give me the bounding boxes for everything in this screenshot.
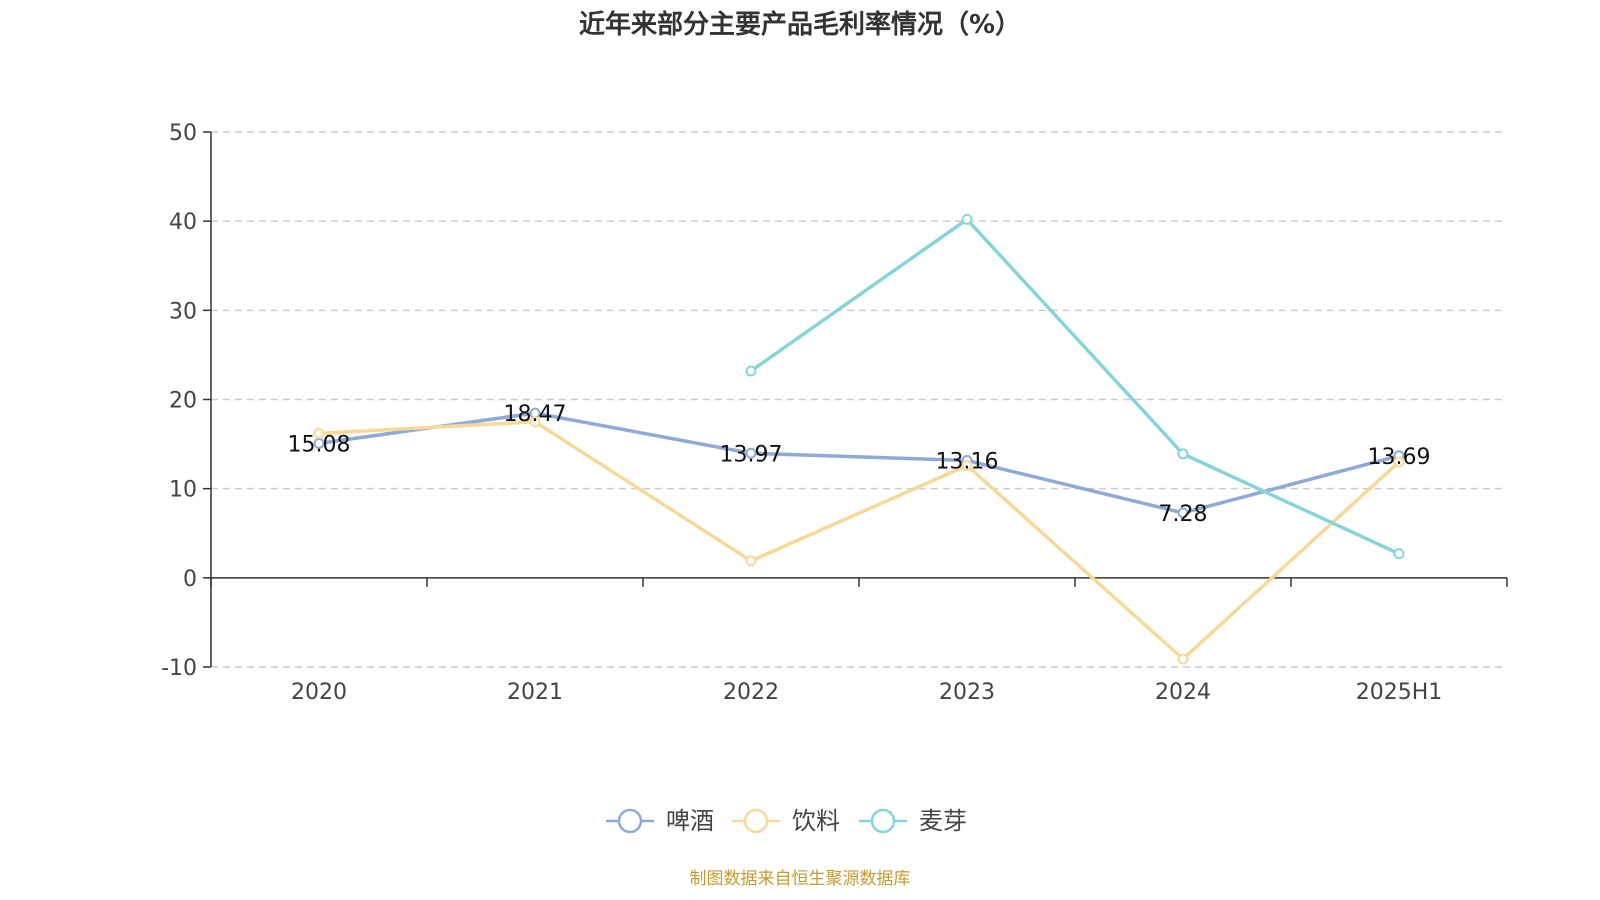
legend-label: 饮料 <box>792 807 840 835</box>
data-point <box>745 365 757 377</box>
x-tick-label: 2023 <box>939 680 995 705</box>
data-label: 15.08 <box>288 432 351 457</box>
series-line-0 <box>318 411 1400 515</box>
x-tick-label: 2024 <box>1155 680 1211 705</box>
data-label: 18.47 <box>504 402 567 427</box>
data-label: 13.97 <box>720 442 783 467</box>
data-point <box>1177 653 1189 665</box>
y-tick-label: 0 <box>183 567 197 592</box>
legend-label: 麦芽 <box>919 807 967 835</box>
y-tick-label: 10 <box>169 478 197 503</box>
series-line-2 <box>749 217 1400 556</box>
legend-marker <box>870 808 896 834</box>
series-line-1 <box>318 420 1401 661</box>
data-point <box>1393 456 1405 468</box>
data-point <box>1393 548 1405 560</box>
source-note: 制图数据来自恒生聚源数据库 <box>689 869 911 889</box>
data-label: 13.16 <box>936 449 999 474</box>
data-point <box>961 213 973 225</box>
legend-label: 啤酒 <box>666 807 714 835</box>
y-tick-label: 50 <box>169 121 197 146</box>
data-point <box>745 447 757 459</box>
data-point <box>961 459 973 471</box>
data-point <box>313 427 325 439</box>
legend-marker <box>617 808 643 834</box>
data-point <box>1177 507 1189 519</box>
data-point <box>529 416 541 428</box>
y-tick-label: -10 <box>161 656 197 681</box>
x-tick-label: 2022 <box>723 680 779 705</box>
data-label: 13.69 <box>1368 445 1431 470</box>
x-tick-label: 2021 <box>507 680 563 705</box>
y-tick-label: 30 <box>169 299 197 324</box>
x-tick-label: 2025H1 <box>1356 680 1443 705</box>
data-point <box>745 555 757 567</box>
data-label: 7.28 <box>1159 502 1208 527</box>
legend-marker <box>743 808 769 834</box>
data-point <box>1177 448 1189 460</box>
y-tick-label: 40 <box>169 210 197 235</box>
y-tick-label: 20 <box>169 389 197 414</box>
chart-title: 近年来部分主要产品毛利率情况（%） <box>578 10 1022 40</box>
x-tick-label: 2020 <box>291 680 347 705</box>
